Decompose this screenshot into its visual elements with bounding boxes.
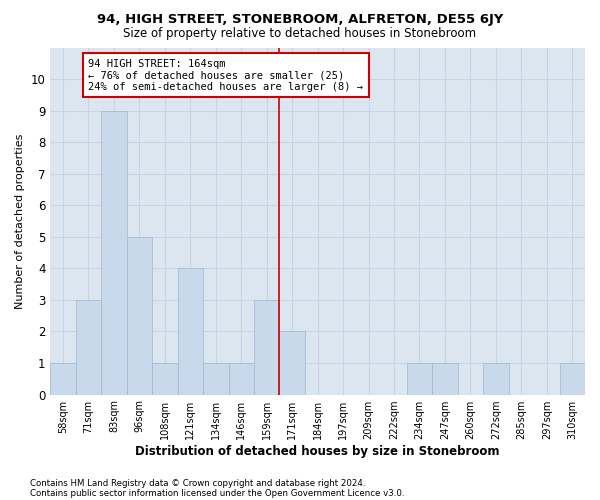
Bar xyxy=(280,332,305,394)
Bar xyxy=(483,363,509,394)
Bar xyxy=(254,300,280,394)
Bar xyxy=(560,363,585,394)
Text: Size of property relative to detached houses in Stonebroom: Size of property relative to detached ho… xyxy=(124,28,476,40)
Bar xyxy=(178,268,203,394)
Bar xyxy=(229,363,254,394)
Bar xyxy=(203,363,229,394)
Bar xyxy=(50,363,76,394)
Text: Contains public sector information licensed under the Open Government Licence v3: Contains public sector information licen… xyxy=(30,488,404,498)
Bar xyxy=(101,110,127,395)
Bar xyxy=(407,363,432,394)
Text: Contains HM Land Registry data © Crown copyright and database right 2024.: Contains HM Land Registry data © Crown c… xyxy=(30,478,365,488)
Bar xyxy=(127,237,152,394)
Bar xyxy=(432,363,458,394)
Y-axis label: Number of detached properties: Number of detached properties xyxy=(15,134,25,308)
Bar xyxy=(76,300,101,394)
Bar xyxy=(152,363,178,394)
Text: 94, HIGH STREET, STONEBROOM, ALFRETON, DE55 6JY: 94, HIGH STREET, STONEBROOM, ALFRETON, D… xyxy=(97,12,503,26)
Text: 94 HIGH STREET: 164sqm
← 76% of detached houses are smaller (25)
24% of semi-det: 94 HIGH STREET: 164sqm ← 76% of detached… xyxy=(88,58,364,92)
X-axis label: Distribution of detached houses by size in Stonebroom: Distribution of detached houses by size … xyxy=(136,444,500,458)
